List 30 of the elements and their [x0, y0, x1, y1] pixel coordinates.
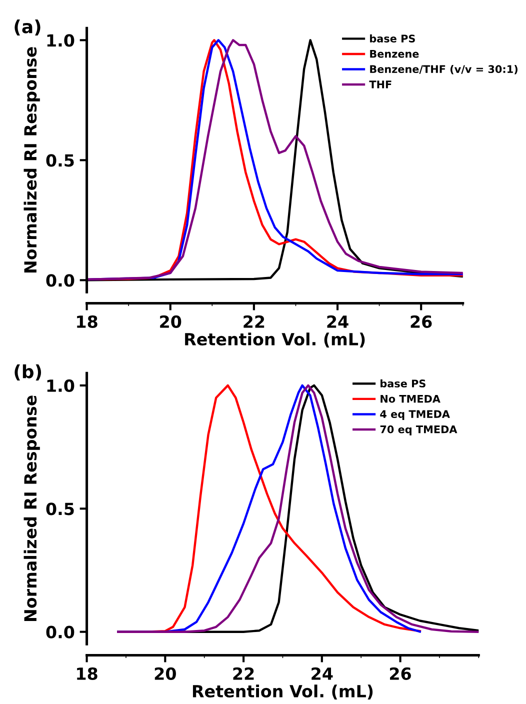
legend-label: base PS — [380, 379, 426, 388]
legend-label: Benzene — [370, 50, 419, 58]
legend-label: No TMEDA — [380, 394, 440, 403]
chart-title: (b) — [14, 364, 42, 380]
x-tick-label: 18 — [77, 315, 98, 328]
x-tick-label: 24 — [312, 667, 333, 680]
x-tick-label: 20 — [154, 667, 176, 680]
y-tick-label: 1.0 — [47, 379, 74, 392]
legend-label: base PS — [370, 34, 415, 42]
chart-title: (a) — [14, 19, 40, 36]
legend-label: 70 eq TMEDA — [380, 425, 458, 436]
legend-label: Benzene/THF (v/v = 30:1) — [370, 65, 518, 74]
legend-label: 4 eq TMEDA — [380, 410, 450, 420]
x-tick-label: 26 — [390, 667, 411, 680]
x-tick-label: 22 — [233, 667, 254, 680]
y-tick-label: 1.0 — [47, 34, 74, 47]
x-tick-label: 20 — [160, 315, 182, 328]
y-axis-title: Normalized RI Response — [24, 396, 40, 621]
y-tick-label: 0.5 — [46, 154, 74, 167]
x-tick-label: 22 — [244, 315, 264, 328]
x-axis-title: Retention Vol. (mL) — [185, 332, 365, 348]
legend-label: THF — [369, 80, 392, 88]
x-tick-label: 26 — [410, 315, 432, 328]
x-tick-label: 18 — [77, 667, 98, 680]
y-tick-label: 0.5 — [46, 502, 74, 516]
y-tick-label: 0.0 — [46, 626, 74, 638]
y-tick-label: 0.0 — [46, 274, 74, 287]
x-tick-label: 24 — [327, 315, 348, 328]
x-axis-title: Retention Vol. (mL) — [192, 684, 373, 700]
y-axis-title: Normalized RI Response — [24, 47, 40, 273]
